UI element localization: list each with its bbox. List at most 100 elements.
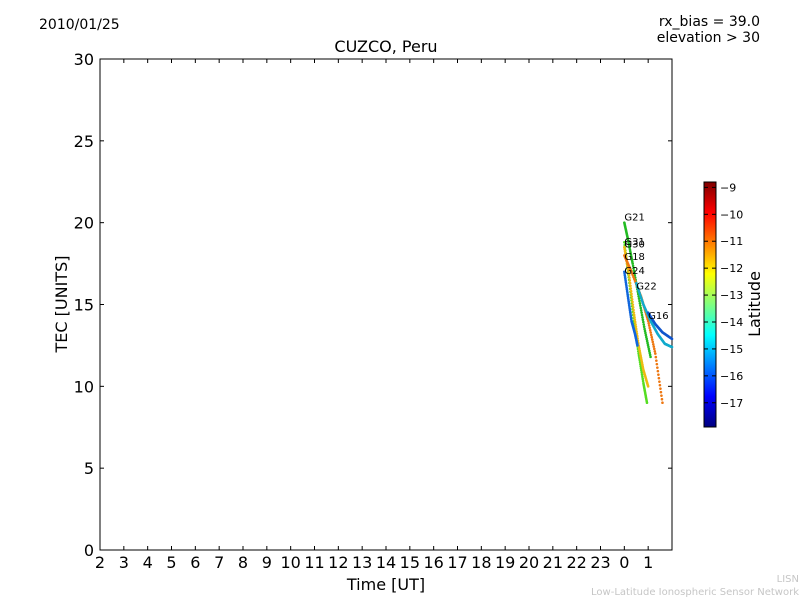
data-point [641, 377, 645, 381]
data-point [632, 269, 636, 272]
satellite-label: G22 [636, 281, 656, 292]
data-point [634, 325, 638, 329]
data-point [648, 326, 651, 330]
x-tick-label: 9 [262, 553, 272, 572]
data-point [639, 309, 643, 312]
data-point [647, 347, 651, 351]
x-tick-label: 19 [495, 553, 515, 572]
colorbar-tick-label: −15 [720, 343, 743, 356]
x-tick-label: 6 [190, 553, 200, 572]
colorbar-tick-label: −16 [720, 370, 743, 383]
x-tick-label: 16 [423, 553, 443, 572]
data-point [633, 271, 636, 275]
plot-area [99, 58, 673, 551]
data-point [631, 262, 634, 265]
series-G24 [623, 270, 639, 347]
x-tick-label: 21 [543, 553, 563, 572]
x-tick-label: 14 [376, 553, 396, 572]
y-tick-label: 25 [74, 132, 94, 151]
colorbar-tick-label: −13 [720, 289, 743, 302]
data-point [640, 313, 644, 317]
data-point [627, 271, 631, 275]
satellite-label: G21 [624, 213, 644, 224]
data-point [646, 319, 650, 323]
colorbar-tick-label: −17 [720, 397, 743, 410]
data-point [648, 328, 652, 332]
data-point [654, 352, 657, 355]
data-point [655, 362, 659, 366]
footer: LISN Low-Latitude Ionospheric Sensor Net… [591, 573, 799, 599]
data-point [661, 401, 664, 405]
x-tick-label: 5 [166, 553, 176, 572]
rx-bias-label: rx_bias = 39.0 [658, 14, 760, 30]
satellite-label: G16 [648, 311, 668, 322]
data-point [649, 355, 652, 359]
data-point [639, 367, 643, 370]
data-point [641, 375, 644, 379]
data-point [627, 269, 630, 273]
data-point [623, 243, 626, 247]
data-point [654, 355, 658, 359]
x-tick-label: 1 [643, 553, 653, 572]
data-point [638, 299, 641, 303]
data-point [635, 330, 638, 333]
data-point [633, 316, 636, 319]
data-point [657, 376, 661, 380]
y-axis: 0 5 10 15 20 25 30 [74, 50, 672, 560]
colorbar-tick-label: −12 [720, 262, 743, 275]
data-point [647, 324, 651, 327]
data-point [644, 333, 648, 337]
data-point [639, 304, 642, 307]
data-point [646, 341, 649, 345]
satellite-label: G24 [624, 266, 644, 277]
data-point [634, 327, 638, 331]
data-point [642, 323, 646, 326]
data-point [630, 297, 634, 301]
data-point [641, 318, 645, 321]
satellite-label: G18 [624, 252, 644, 263]
data-point [630, 292, 633, 296]
data-point [660, 397, 664, 401]
data-point [646, 385, 650, 388]
x-tick-label: 18 [471, 553, 491, 572]
y-axis-label: TEC [UNITS] [52, 256, 71, 354]
data-point [639, 306, 643, 310]
data-point [629, 284, 632, 288]
data-point [660, 394, 663, 397]
x-tick-label: 3 [119, 553, 129, 572]
data-point [632, 266, 635, 270]
data-point [623, 247, 626, 251]
data-point [632, 308, 635, 312]
data-point [634, 323, 637, 326]
x-axis-label: Time [UT] [346, 575, 425, 594]
y-tick-label: 0 [84, 541, 94, 560]
data-point [631, 303, 635, 306]
data-point [642, 320, 645, 324]
data-point [633, 320, 637, 324]
data-point [638, 302, 642, 305]
x-tick-label: 4 [143, 553, 153, 572]
data-point [623, 245, 626, 249]
data-point [629, 287, 633, 290]
colorbar-tick-label: −10 [720, 208, 743, 221]
data-point [647, 321, 650, 325]
data-point [656, 366, 659, 369]
series-G16 [646, 311, 674, 341]
data-point [642, 325, 646, 329]
footer-name: Low-Latitude Ionospheric Sensor Network [591, 587, 799, 598]
x-tick-label: 23 [590, 553, 610, 572]
data-point [645, 401, 649, 405]
colorbar-tick-label: −9 [720, 181, 736, 194]
x-tick-label: 12 [328, 553, 348, 572]
data-point [629, 289, 633, 293]
data-point [644, 331, 647, 335]
x-tick-label: 17 [447, 553, 467, 572]
data-point [643, 329, 647, 333]
y-tick-label: 5 [84, 459, 94, 478]
data-point [646, 343, 650, 347]
data-point [658, 380, 661, 383]
satellite-label: G31 [624, 237, 644, 248]
data-point [670, 345, 674, 349]
data-point [631, 264, 635, 268]
data-point [627, 273, 631, 277]
